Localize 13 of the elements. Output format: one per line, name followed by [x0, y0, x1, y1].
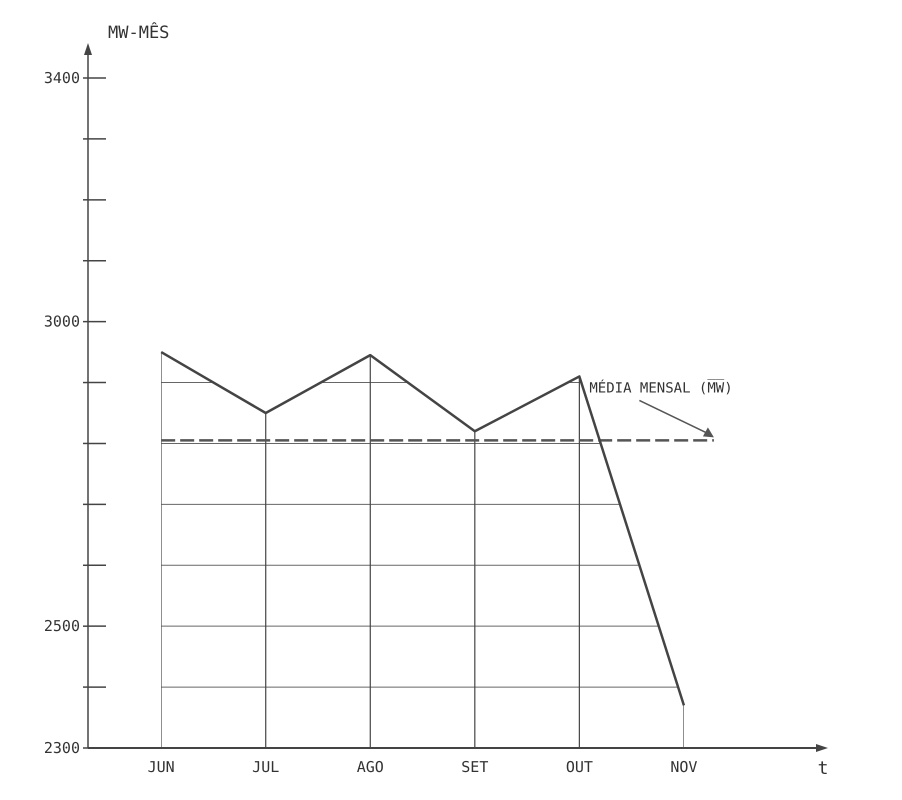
x-tick-label: JUL	[252, 758, 280, 776]
x-axis-title: t	[818, 758, 828, 779]
y-tick-label: 2500	[44, 616, 80, 635]
y-tick-label: 3000	[44, 312, 80, 330]
y-tick-label: 2300	[44, 738, 80, 757]
x-tick-label: OUT	[566, 758, 593, 776]
x-tick-label: AGO	[356, 758, 384, 776]
ref-line-label: MÉDIA MENSAL (M̅W̅)	[589, 378, 733, 396]
y-axis-title: MW-MÊS	[108, 22, 170, 43]
y-tick-label: 3400	[44, 68, 80, 87]
x-tick-label: JUN	[148, 758, 175, 776]
x-tick-label: SET	[461, 758, 488, 776]
x-tick-label: NOV	[670, 758, 698, 776]
